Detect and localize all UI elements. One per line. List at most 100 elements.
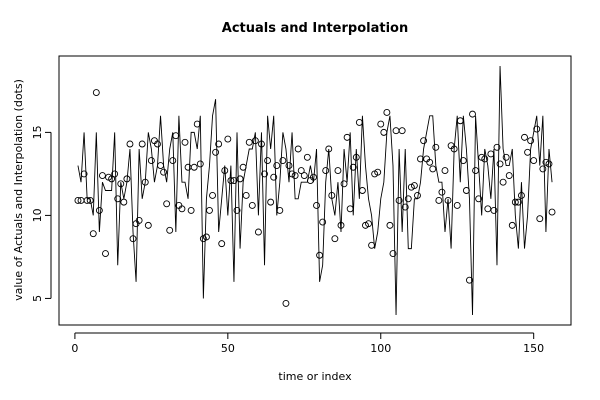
point <box>432 143 440 151</box>
point <box>92 89 100 96</box>
point <box>270 173 278 181</box>
point <box>285 162 293 170</box>
point <box>267 198 275 206</box>
point <box>383 109 391 116</box>
point <box>141 178 149 186</box>
point <box>221 167 229 175</box>
point <box>389 250 397 258</box>
point <box>126 140 134 148</box>
point <box>190 163 198 171</box>
point <box>102 250 109 258</box>
point <box>120 198 128 206</box>
point <box>450 145 458 153</box>
point <box>313 201 320 209</box>
chart-title: Actuals and Interpolation <box>222 21 408 36</box>
point <box>254 228 262 236</box>
point <box>111 170 119 178</box>
point <box>511 198 519 206</box>
point <box>251 137 259 145</box>
actuals-line <box>77 65 553 316</box>
plot-box <box>58 55 572 326</box>
point <box>453 201 461 209</box>
point <box>187 206 195 214</box>
point <box>462 187 470 194</box>
point <box>441 167 449 175</box>
point <box>358 187 366 194</box>
y-tick-label: 10 <box>31 208 44 222</box>
point <box>401 203 409 211</box>
point <box>386 221 394 229</box>
point <box>374 168 382 176</box>
point <box>530 157 538 165</box>
point <box>395 197 403 204</box>
point <box>157 162 164 170</box>
point <box>508 221 516 229</box>
point <box>114 195 122 203</box>
point <box>166 226 174 234</box>
point <box>490 206 498 214</box>
point <box>444 197 452 204</box>
point <box>95 206 103 214</box>
point <box>539 165 547 173</box>
point <box>319 218 327 226</box>
point <box>499 178 507 186</box>
point <box>227 177 235 184</box>
point <box>414 192 421 199</box>
point <box>346 205 354 213</box>
point <box>548 208 556 216</box>
y-tick-label: 15 <box>31 125 44 139</box>
point <box>264 157 272 165</box>
point <box>86 197 94 204</box>
point <box>108 175 116 183</box>
point <box>273 162 281 170</box>
point <box>74 197 82 204</box>
x-axis-label: time or index <box>278 370 352 383</box>
point <box>181 138 189 146</box>
point <box>206 206 213 214</box>
point <box>212 148 220 156</box>
point <box>410 182 418 189</box>
point <box>337 221 345 229</box>
point <box>325 145 333 153</box>
point <box>334 167 342 175</box>
point <box>466 276 473 284</box>
point <box>279 157 287 165</box>
point <box>135 216 143 224</box>
point <box>294 145 302 153</box>
point <box>144 221 152 229</box>
point <box>533 125 541 133</box>
point <box>340 180 348 188</box>
point <box>355 118 363 126</box>
point <box>248 201 256 209</box>
y-tick-label: 5 <box>31 295 44 302</box>
point <box>258 140 265 148</box>
point <box>123 175 131 183</box>
point <box>349 163 357 171</box>
point <box>328 192 336 199</box>
point <box>209 192 216 199</box>
point <box>493 143 501 151</box>
point <box>230 177 238 184</box>
point <box>456 117 464 125</box>
point <box>404 195 412 203</box>
point <box>303 153 311 161</box>
point <box>154 140 161 148</box>
x-tick-label: 50 <box>221 342 235 355</box>
point <box>505 172 513 180</box>
x-tick-label: 0 <box>71 342 78 355</box>
point <box>196 160 204 168</box>
point <box>331 235 339 243</box>
point <box>282 299 290 307</box>
point <box>514 198 522 206</box>
point <box>310 173 317 181</box>
point <box>172 132 180 140</box>
point <box>215 140 223 148</box>
point <box>352 153 360 161</box>
point <box>239 163 247 171</box>
y-axis-label: value of Actuals and Interpolation (dots… <box>12 79 25 301</box>
point <box>502 153 510 161</box>
point <box>545 160 553 168</box>
point <box>160 168 168 176</box>
point <box>300 172 308 180</box>
